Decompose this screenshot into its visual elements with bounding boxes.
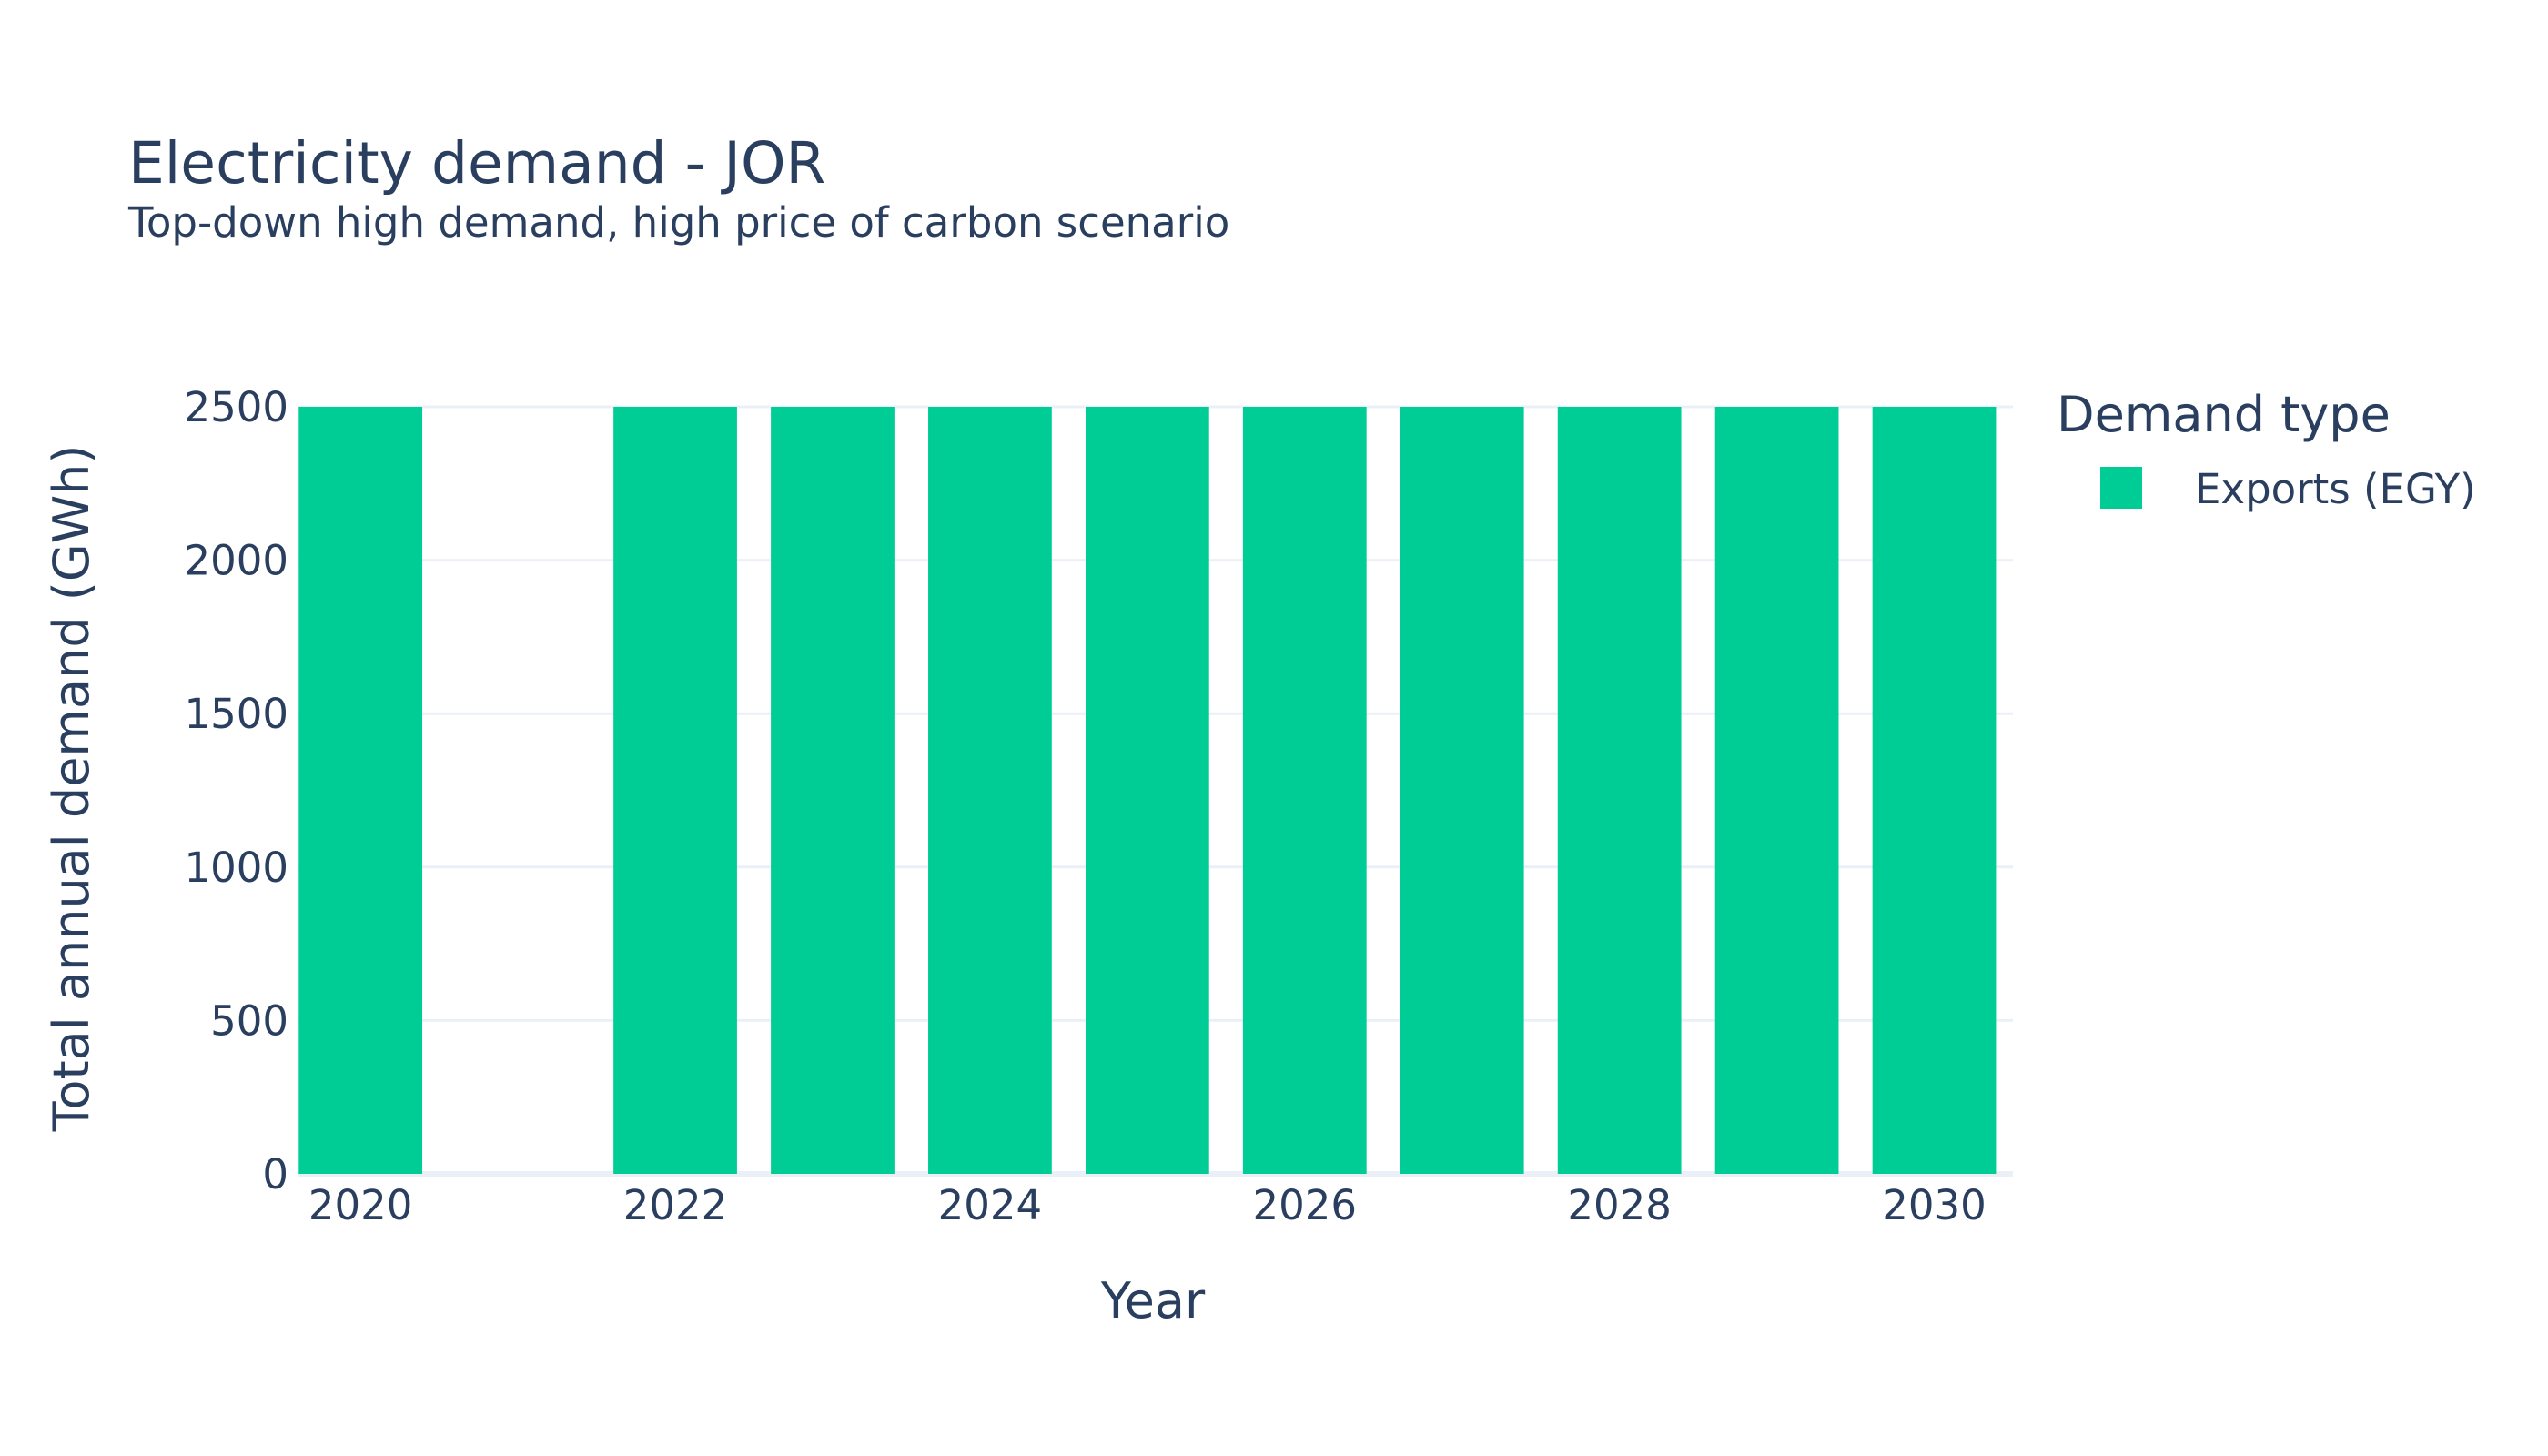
- bar-2020: [298, 407, 423, 1174]
- x-axis-title: Year: [1100, 1272, 1206, 1330]
- x-tick-label: 2022: [623, 1181, 728, 1229]
- y-tick-label: 2500: [184, 383, 288, 431]
- legend-swatch: [2100, 467, 2142, 509]
- y-axis-ticks: 0 500 1000 1500 2000 2500: [184, 383, 288, 1198]
- bar-2022: [613, 407, 737, 1174]
- bar-2024: [928, 407, 1052, 1174]
- legend-label: Exports (EGY): [2195, 465, 2476, 513]
- x-tick-label: 2028: [1567, 1181, 1672, 1229]
- chart-title: Electricity demand - JOR: [128, 130, 825, 197]
- y-axis-title: Total annual demand (GWh): [43, 445, 100, 1133]
- y-tick-label: 500: [210, 996, 288, 1045]
- x-axis-ticks: 2020 2022 2024 2026 2028 2030: [308, 1181, 1987, 1229]
- legend-title: Demand type: [2057, 386, 2391, 443]
- y-tick-label: 1500: [184, 690, 288, 738]
- x-tick-label: 2030: [1882, 1181, 1987, 1229]
- x-tick-label: 2024: [938, 1181, 1043, 1229]
- y-tick-label: 1000: [184, 844, 288, 892]
- bar-2025: [1085, 407, 1209, 1174]
- bar-2027: [1400, 407, 1524, 1174]
- x-tick-label: 2020: [308, 1181, 413, 1229]
- legend: Demand type Exports (EGY): [2057, 386, 2476, 513]
- bar-2026: [1242, 407, 1367, 1174]
- bar-2028: [1557, 407, 1682, 1174]
- y-tick-label: 0: [262, 1150, 288, 1198]
- bar-2030: [1872, 407, 1997, 1174]
- y-tick-label: 2000: [184, 537, 288, 585]
- bar-2023: [771, 407, 895, 1174]
- bar-2029: [1714, 407, 1839, 1174]
- x-tick-label: 2026: [1253, 1181, 1358, 1229]
- chart-subtitle: Top-down high demand, high price of carb…: [127, 198, 1229, 247]
- bars: [298, 407, 1997, 1174]
